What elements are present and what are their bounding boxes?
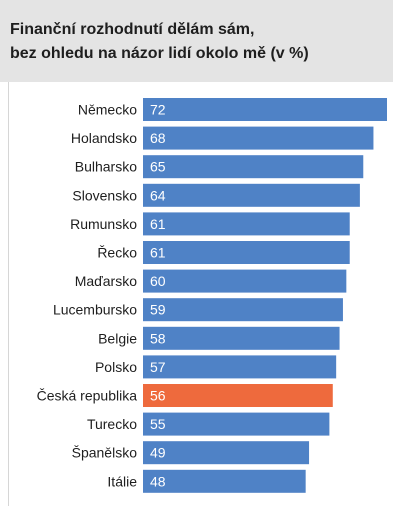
chart-title-line-2: bez ohledu na názor lidí okolo mě (v %) bbox=[10, 45, 309, 62]
bar-group-turecko: Turecko 55 bbox=[87, 412, 330, 436]
value-label: 56 bbox=[150, 388, 166, 404]
left-border-line bbox=[8, 82, 9, 506]
category-label: Německo bbox=[78, 102, 137, 118]
bar bbox=[143, 441, 310, 465]
bar-chart: Německo 72 Holandsko 68 Bulharsko 65 Slovensko… bbox=[37, 98, 387, 493]
bar-group-ceska-republika: Česká republika 56 bbox=[37, 384, 333, 407]
category-label: Polsko bbox=[95, 359, 137, 375]
bar-group-polsko: Polsko 57 bbox=[95, 355, 337, 379]
value-label: 55 bbox=[150, 416, 166, 432]
value-label: 60 bbox=[150, 273, 166, 289]
category-label: Turecko bbox=[87, 416, 137, 432]
value-label: 72 bbox=[150, 102, 166, 118]
value-label: 68 bbox=[150, 130, 166, 146]
value-label: 48 bbox=[150, 473, 166, 489]
category-label: Španělsko bbox=[72, 445, 138, 461]
bar-group-lucembursko: Lucembursko 59 bbox=[53, 298, 343, 322]
category-label: Holandsko bbox=[71, 130, 137, 146]
category-label: Lucembursko bbox=[53, 302, 137, 318]
category-label: Maďarsko bbox=[75, 273, 138, 289]
bar bbox=[143, 269, 347, 293]
bar bbox=[143, 412, 330, 436]
bar-group-madarsko: Maďarsko 60 bbox=[75, 269, 347, 293]
bar bbox=[143, 98, 387, 121]
bar bbox=[143, 469, 306, 493]
bar bbox=[143, 212, 350, 236]
category-label: Řecko bbox=[97, 245, 137, 261]
value-label: 59 bbox=[150, 302, 166, 318]
bar-group-recko: Řecko 61 bbox=[97, 241, 350, 264]
bar-group-holandsko: Holandsko 68 bbox=[71, 126, 374, 150]
bar-group-spanelsko: Španělsko 49 bbox=[72, 441, 310, 465]
bar bbox=[143, 298, 343, 322]
bar bbox=[143, 355, 337, 379]
bar bbox=[143, 183, 360, 207]
value-label: 57 bbox=[150, 359, 166, 375]
value-label: 58 bbox=[150, 330, 166, 346]
bar bbox=[143, 241, 350, 264]
bar-group-rumunsko: Rumunsko 61 bbox=[70, 212, 350, 236]
category-label: Slovensko bbox=[72, 187, 137, 203]
bar-group-italie: Itálie 48 bbox=[107, 469, 306, 493]
bar bbox=[143, 155, 364, 179]
chart-title-line-1: Finanční rozhodnutí dělám sám, bbox=[10, 21, 255, 38]
bar-group-bulharsko: Bulharsko 65 bbox=[75, 155, 364, 179]
bar-group-slovensko: Slovensko 64 bbox=[72, 183, 360, 207]
value-label: 64 bbox=[150, 187, 166, 203]
bar bbox=[143, 326, 340, 350]
chart-header: Finanční rozhodnutí dělám sám, bez ohled… bbox=[0, 0, 393, 82]
value-label: 61 bbox=[150, 216, 166, 232]
category-label: Česká republika bbox=[37, 388, 138, 404]
value-label: 49 bbox=[150, 445, 166, 461]
category-label: Belgie bbox=[98, 330, 137, 346]
category-label: Rumunsko bbox=[70, 216, 137, 232]
category-label: Bulharsko bbox=[75, 159, 137, 175]
value-label: 65 bbox=[150, 159, 166, 175]
category-label: Itálie bbox=[107, 473, 137, 489]
bar-group-belgie: Belgie 58 bbox=[98, 326, 340, 350]
bar bbox=[143, 384, 333, 407]
value-label: 61 bbox=[150, 245, 166, 261]
bar-group-nemecko: Německo 72 bbox=[78, 98, 387, 121]
bar bbox=[143, 126, 374, 150]
